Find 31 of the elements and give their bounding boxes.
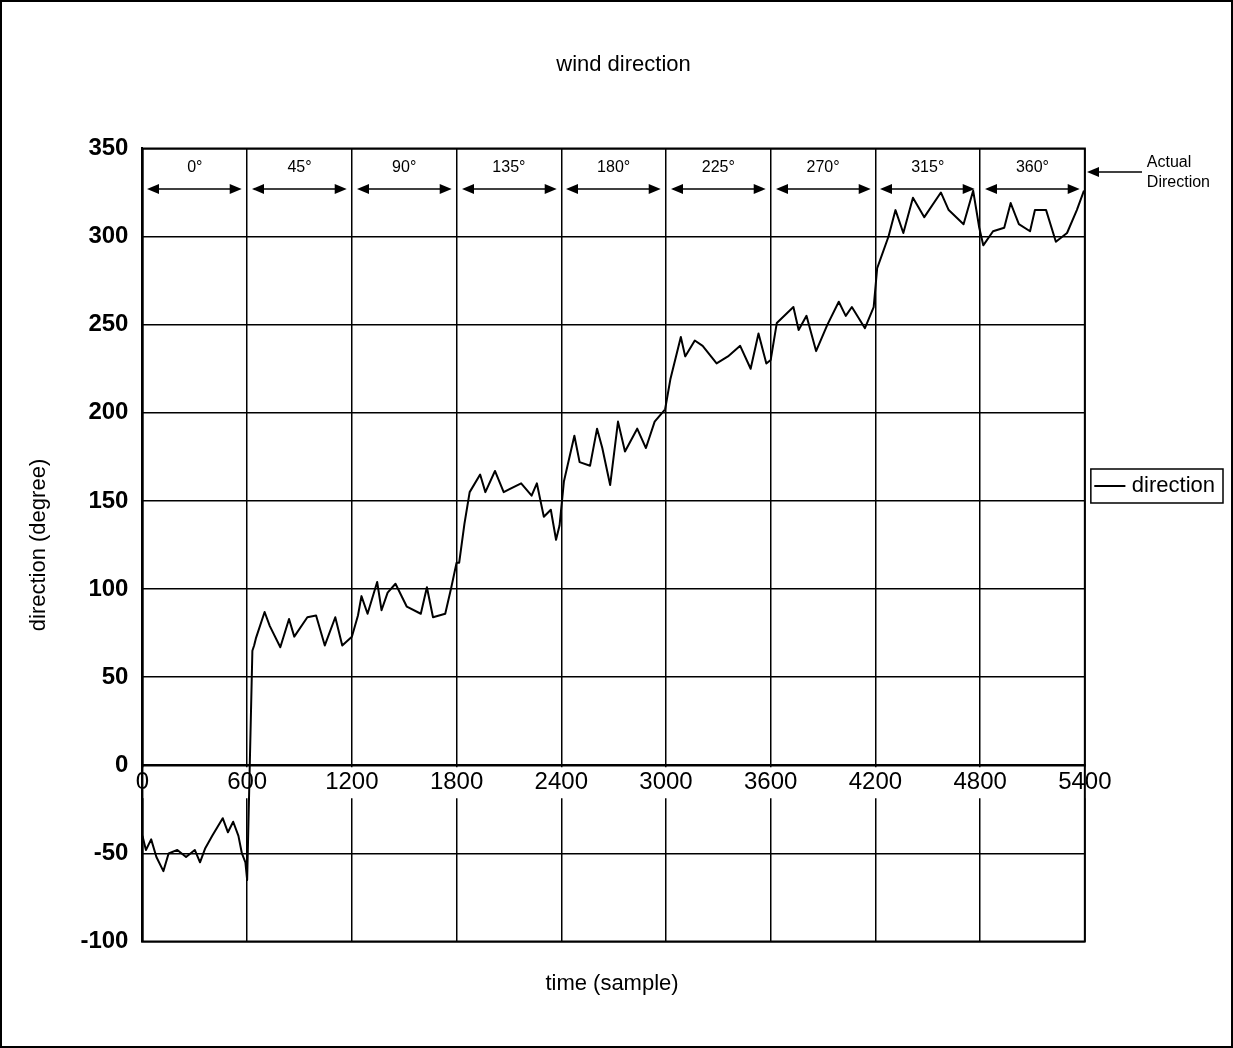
text: Actual Direction bbox=[1146, 152, 1211, 193]
annotation: 180° bbox=[596, 158, 632, 177]
x-tick-label: 1800 bbox=[429, 767, 484, 795]
annotation: 45° bbox=[286, 158, 313, 177]
x-axis-title: time (sample) bbox=[544, 970, 680, 996]
annotation: 315° bbox=[910, 158, 946, 177]
annotation: 90° bbox=[391, 158, 418, 177]
x-tick-label: 1200 bbox=[325, 767, 379, 795]
x-tick-label: 4800 bbox=[953, 767, 1007, 795]
annotation: 0° bbox=[186, 158, 204, 177]
y-tick-label: 200 bbox=[88, 397, 129, 425]
annotation: 135° bbox=[491, 158, 527, 177]
x-tick-label: 3000 bbox=[639, 767, 693, 795]
x-tick-label: 4200 bbox=[848, 767, 903, 795]
y-tick-label: 50 bbox=[101, 661, 129, 689]
annotation: 225° bbox=[700, 158, 736, 177]
y-tick-label: 250 bbox=[88, 309, 129, 337]
y-tick-label: 350 bbox=[88, 133, 129, 161]
chart-title: wind direction bbox=[555, 51, 691, 77]
x-tick-label: 3600 bbox=[744, 767, 798, 795]
annotation: 270° bbox=[805, 158, 841, 177]
y-axis-title: direction (degree) bbox=[25, 458, 51, 632]
y-tick-label: 300 bbox=[88, 221, 129, 249]
legend-label: direction bbox=[1131, 472, 1215, 498]
y-tick-label: -50 bbox=[93, 838, 129, 866]
x-tick-label: 2400 bbox=[534, 767, 588, 795]
y-tick-label: 100 bbox=[88, 573, 129, 601]
y-tick-label: -100 bbox=[80, 926, 129, 954]
y-tick-label: 150 bbox=[88, 485, 129, 513]
annotation: 360° bbox=[1014, 158, 1050, 177]
y-tick-label: 0 bbox=[115, 749, 129, 777]
